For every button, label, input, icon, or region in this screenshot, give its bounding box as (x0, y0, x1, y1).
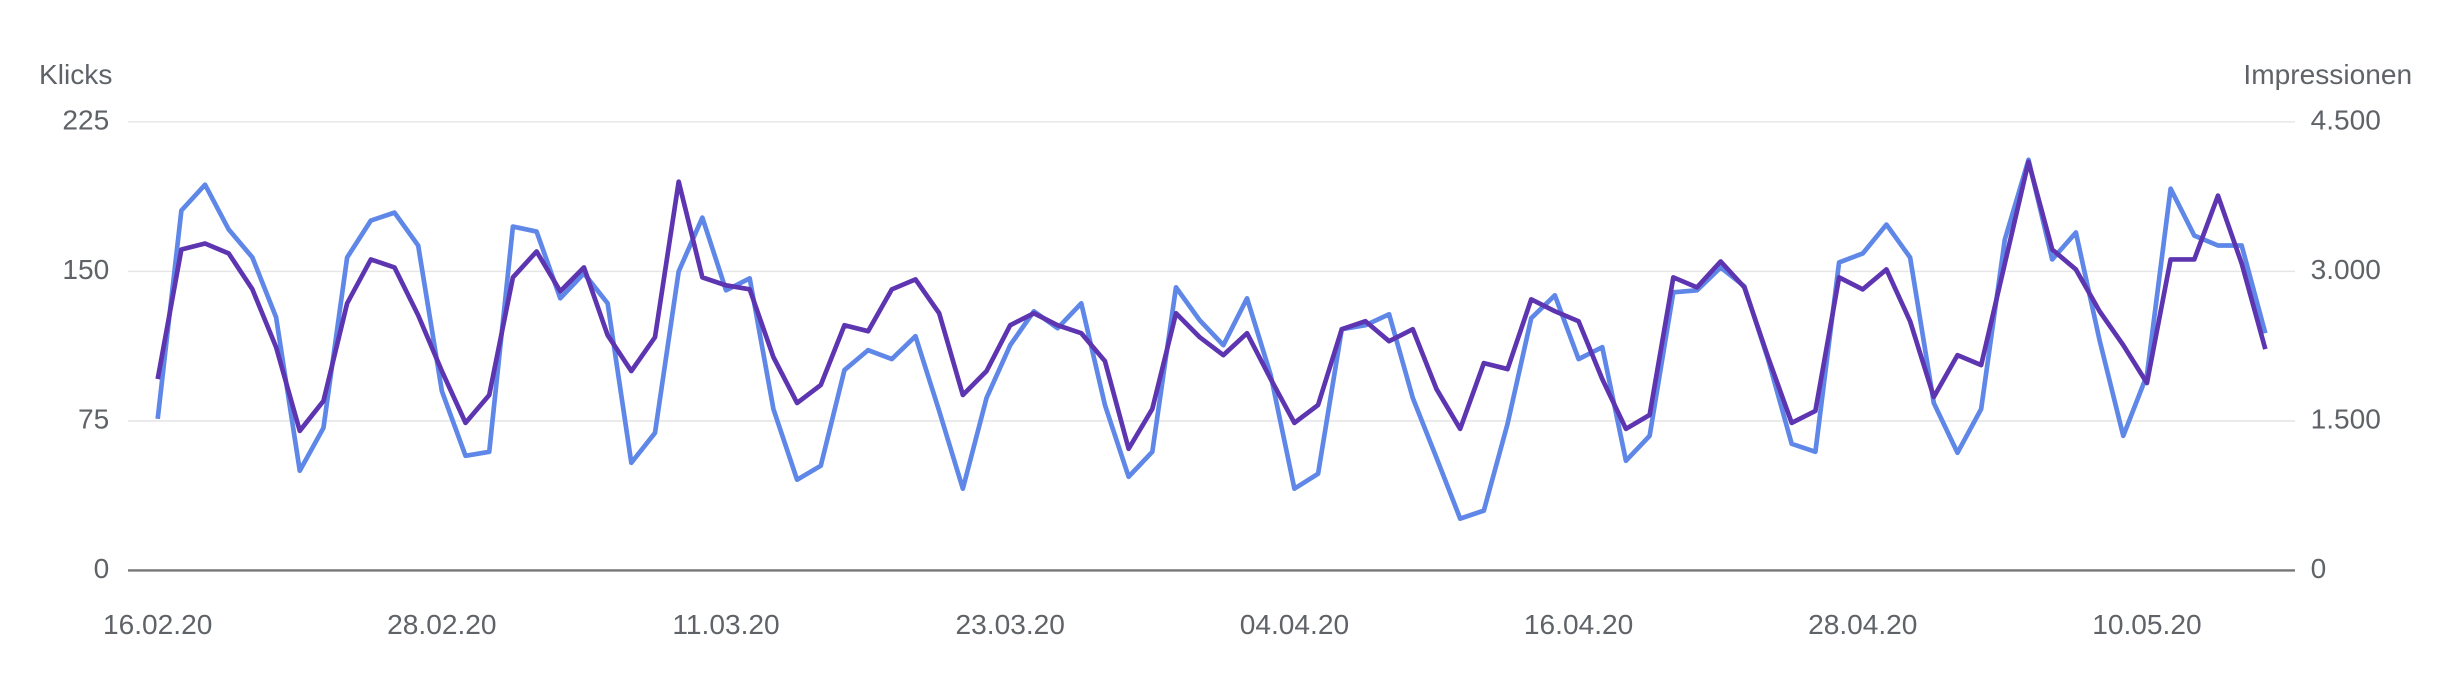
y2-tick-label: 3.000 (2311, 254, 2381, 285)
y-axis-title: Klicks (39, 59, 112, 90)
y2-tick-label: 0 (2311, 553, 2327, 584)
x-tick-label: 16.02.20 (103, 609, 212, 640)
x-tick-label: 11.03.20 (672, 609, 779, 640)
series-line (155, 157, 2268, 521)
x-tick-label: 28.02.20 (387, 609, 496, 640)
x-tick-label: 10.05.20 (2092, 609, 2201, 640)
x-tick-label: 16.04.20 (1524, 609, 1633, 640)
x-tick-label: 28.04.20 (1808, 609, 1917, 640)
y2-axis-title: Impressionen (2243, 59, 2412, 90)
x-tick-label: 23.03.20 (956, 609, 1065, 640)
y2-tick-label: 1.500 (2311, 403, 2381, 434)
y2-tick-label: 4.500 (2311, 104, 2381, 135)
series-line (155, 159, 2268, 452)
y-tick-label: 150 (62, 254, 109, 285)
x-tick-label: 04.04.20 (1240, 609, 1349, 640)
y-tick-label: 225 (62, 104, 109, 135)
y-tick-label: 0 (94, 553, 110, 584)
y-tick-label: 75 (78, 403, 109, 434)
